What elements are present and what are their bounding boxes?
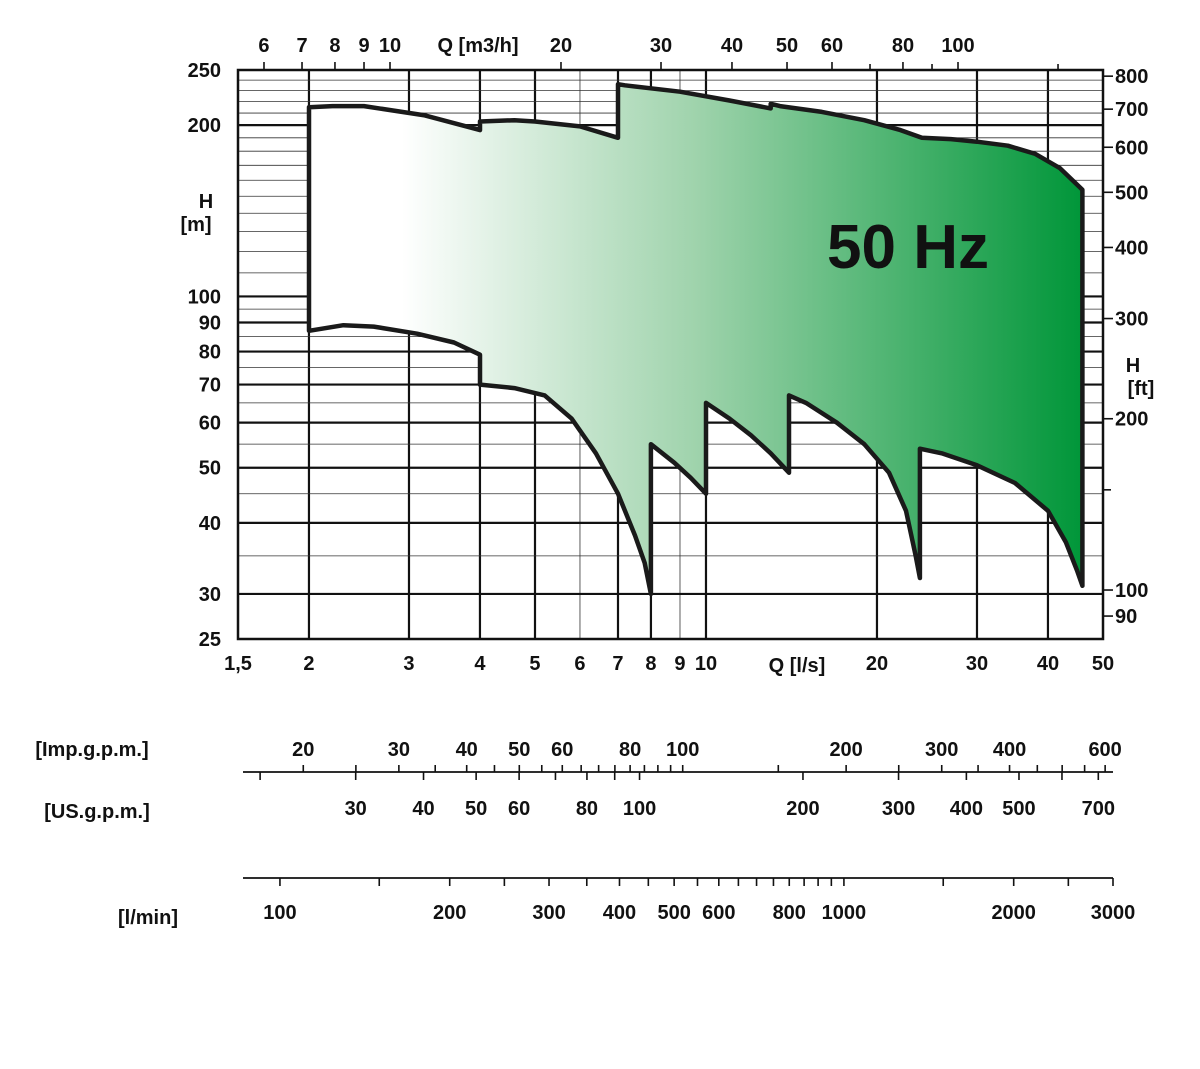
x-tick-label: 8 bbox=[645, 653, 656, 675]
y-tick-label: 70 bbox=[199, 375, 221, 397]
left-axis-label-h: H bbox=[199, 191, 213, 213]
top-axis-tick-label: 10 bbox=[379, 35, 401, 57]
right-axis-tick-label: 300 bbox=[1115, 309, 1148, 331]
imp-gpm-label: 200 bbox=[829, 739, 862, 761]
lmin-label: 400 bbox=[603, 902, 636, 924]
lmin-label: 200 bbox=[433, 902, 466, 924]
imp-gpm-label: 20 bbox=[292, 739, 314, 761]
x-tick-label: 2 bbox=[303, 653, 314, 675]
imp-gpm-label: 100 bbox=[666, 739, 699, 761]
lmin-label: 2000 bbox=[991, 902, 1036, 924]
imp-gpm-label: 300 bbox=[925, 739, 958, 761]
y-tick-label: 30 bbox=[199, 584, 221, 606]
y-tick-label: 25 bbox=[199, 629, 221, 651]
top-axis-tick-label: 7 bbox=[296, 35, 307, 57]
x-tick-label: 40 bbox=[1037, 653, 1059, 675]
right-axis-tick-label: 800 bbox=[1115, 66, 1148, 88]
y-tick-label: 100 bbox=[188, 286, 221, 308]
us-gpm-label: 30 bbox=[345, 798, 367, 820]
us-gpm-label: 700 bbox=[1082, 798, 1115, 820]
imp-gpm-label: 30 bbox=[388, 739, 410, 761]
performance-envelope bbox=[306, 81, 1085, 597]
us-gpm-label: 100 bbox=[623, 798, 656, 820]
us-gpm-label: 300 bbox=[882, 798, 915, 820]
right-axis-label-h: H bbox=[1126, 355, 1140, 377]
imp-gpm-label: 40 bbox=[456, 739, 478, 761]
right-axis-tick-label: 700 bbox=[1115, 99, 1148, 121]
x-tick-label: 50 bbox=[1092, 653, 1114, 675]
chart-axes: 1,5 2 3 4 5 6 7 8 9 10 20 30 40 506 7 8 9 10 20 30 40 50 60 80 1… bbox=[188, 35, 1149, 675]
top-axis-tick-label: 100 bbox=[941, 35, 974, 57]
y-tick-label: 50 bbox=[199, 458, 221, 480]
lmin-label: 500 bbox=[657, 902, 690, 924]
right-axis-tick-label: 200 bbox=[1115, 409, 1148, 431]
top-axis-tick-label: 40 bbox=[721, 35, 743, 57]
lmin-label: 3000 bbox=[1091, 902, 1136, 924]
x-tick-label: 9 bbox=[674, 653, 685, 675]
x-tick-label: 1,5 bbox=[224, 653, 252, 675]
us-gpm-label: 50 bbox=[465, 798, 487, 820]
imp-gpm-label: 50 bbox=[508, 739, 530, 761]
x-tick-label: 30 bbox=[966, 653, 988, 675]
y-tick-label: 40 bbox=[199, 513, 221, 535]
imp-gpm-label: 600 bbox=[1088, 739, 1121, 761]
y-tick-label: 250 bbox=[188, 60, 221, 82]
us-gpm-label: 80 bbox=[576, 798, 598, 820]
x-tick-label: 3 bbox=[403, 653, 414, 675]
top-axis-tick-label: 6 bbox=[258, 35, 269, 57]
y-tick-label: 80 bbox=[199, 342, 221, 364]
flow-conversion-scales: [Imp.g.p.m.] 20 30 40 50 60 80 100 200 300 400 600 [… bbox=[35, 739, 1135, 929]
left-axis-label-unit: [m] bbox=[180, 214, 211, 236]
imp-gpm-label: 60 bbox=[551, 739, 573, 761]
imp-gpm-unit-label: [Imp.g.p.m.] bbox=[35, 739, 148, 761]
top-axis-tick-label: 20 bbox=[550, 35, 572, 57]
top-axis-tick-label: 60 bbox=[821, 35, 843, 57]
right-axis-tick-label: 400 bbox=[1115, 237, 1148, 259]
us-gpm-label: 400 bbox=[950, 798, 983, 820]
frequency-annotation: 50 Hz bbox=[827, 213, 989, 282]
us-gpm-label: 500 bbox=[1002, 798, 1035, 820]
right-axis-tick-label: 90 bbox=[1115, 606, 1137, 628]
us-gpm-unit-label: [US.g.p.m.] bbox=[44, 801, 150, 823]
lmin-label: 800 bbox=[773, 902, 806, 924]
y-tick-label: 200 bbox=[188, 115, 221, 137]
right-axis-tick-label: 600 bbox=[1115, 137, 1148, 159]
x-tick-label: 7 bbox=[612, 653, 623, 675]
top-axis-tick-label: 50 bbox=[776, 35, 798, 57]
right-axis-tick-label: 500 bbox=[1115, 182, 1148, 204]
lmin-label: 1000 bbox=[822, 902, 867, 924]
lmin-label: 600 bbox=[702, 902, 735, 924]
imp-gpm-label: 400 bbox=[993, 739, 1026, 761]
lmin-label: 300 bbox=[532, 902, 565, 924]
y-tick-label: 60 bbox=[199, 413, 221, 435]
top-axis-tick-label: 30 bbox=[650, 35, 672, 57]
top-axis-tick-label: 9 bbox=[358, 35, 369, 57]
y-tick-label: 90 bbox=[199, 312, 221, 334]
us-gpm-label: 60 bbox=[508, 798, 530, 820]
top-axis-tick-label: 8 bbox=[329, 35, 340, 57]
lmin-unit-label: [l/min] bbox=[118, 907, 178, 929]
x-tick-label: 4 bbox=[474, 653, 486, 675]
right-axis-label-unit: [ft] bbox=[1128, 378, 1155, 400]
us-gpm-label: 200 bbox=[786, 798, 819, 820]
x-tick-label: 6 bbox=[574, 653, 585, 675]
bottom-axis-unit-label: Q [l/s] bbox=[769, 655, 826, 677]
x-tick-label: 5 bbox=[529, 653, 540, 675]
top-axis-tick-label: 80 bbox=[892, 35, 914, 57]
us-gpm-label: 40 bbox=[412, 798, 434, 820]
imp-gpm-label: 80 bbox=[619, 739, 641, 761]
right-axis-tick-label: 100 bbox=[1115, 580, 1148, 602]
x-tick-label: 20 bbox=[866, 653, 888, 675]
x-tick-label: 10 bbox=[695, 653, 717, 675]
top-axis-unit-label: Q [m3/h] bbox=[437, 35, 518, 57]
plot-frame bbox=[236, 68, 1105, 641]
lmin-label: 100 bbox=[263, 902, 296, 924]
